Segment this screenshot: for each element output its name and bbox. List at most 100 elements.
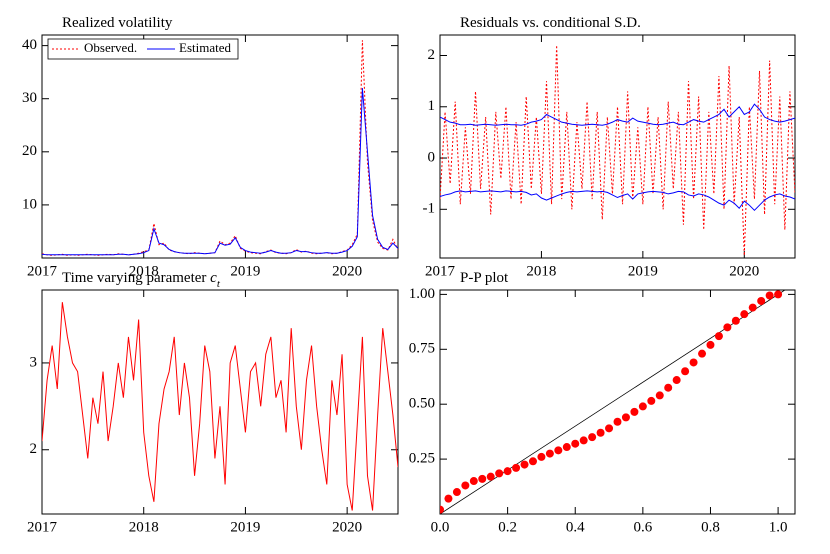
title-text: Residuals vs. conditional S.D. [460,15,641,31]
point [478,474,487,483]
panel-title: Time varying parameter ct [62,270,221,289]
point [469,477,478,486]
point [495,469,504,478]
x-tick-label: 2018 [526,263,556,279]
x-tick-label: 0.2 [498,519,517,535]
panel: Time varying parameter ct 2017 2018 2019 202… [27,270,399,535]
y-tick-label: 0 [428,149,436,165]
x-tick-label: 0.8 [701,519,720,535]
plot-frame [41,34,399,259]
plot-area [440,45,795,256]
point [698,349,707,358]
x-tick-label: 1.0 [769,519,788,535]
x-tick-label: 2020 [332,263,362,279]
y-tick-label: 0.75 [409,341,435,357]
point [571,439,580,448]
y-tick-label: 40 [22,37,37,53]
point [638,402,647,411]
point [512,463,521,472]
panel: Realized volatility 2017 2018 2019 2020 10 20 3… [22,15,399,279]
point [655,391,664,400]
x-tick-label: 2017 [27,263,58,279]
point [579,436,588,445]
y-tick-label: 10 [22,196,37,212]
point [757,296,766,305]
point [528,457,537,466]
series-line [42,40,398,256]
legend-label: Estimated [179,40,231,55]
point [605,424,614,433]
series-line [42,88,398,256]
panel: Residuals vs. conditional S.D.2017 2018 20… [423,15,796,279]
point [545,449,554,458]
point [647,396,656,405]
point [672,376,681,385]
x-tick-label: 0.0 [431,519,450,535]
point [664,383,673,392]
point [731,316,740,325]
point [486,472,495,481]
point [621,413,630,422]
panel-title: P-P plot [460,270,509,286]
point [562,443,571,452]
title-symbol: c [210,270,217,286]
x-tick-label: 2019 [628,263,658,279]
y-tick-label: 2 [30,441,38,457]
x-tick-label: 0.6 [633,519,652,535]
point [723,323,732,332]
point [440,505,444,514]
plot-frame [41,289,399,515]
title-text: Realized volatility [62,15,173,31]
title-text: P-P plot [460,270,509,286]
y-tick-label: 3 [30,354,38,370]
series-line [42,302,398,511]
y-tick-label: 1 [428,98,436,114]
x-tick-label: 0.4 [566,519,585,535]
point [681,367,690,376]
x-tick-label: 2019 [230,263,260,279]
y-tick-label: 1.00 [409,286,435,302]
title-text: Time varying parameter [62,270,206,286]
y-tick-label: 20 [22,143,37,159]
point [740,310,749,319]
point [444,494,453,503]
title-subscript: t [217,278,221,290]
y-tick-label: 2 [428,47,436,63]
series-line [440,45,795,256]
point [503,467,512,476]
point [748,303,757,312]
point [689,358,698,367]
point [520,460,529,469]
y-tick-label: 30 [22,90,37,106]
point [588,433,597,442]
x-tick-label: 2018 [129,263,159,279]
legend-box [47,38,239,60]
y-tick-label: -1 [423,201,436,217]
series-line [440,103,795,126]
x-tick-label: 2020 [729,263,759,279]
point [554,446,563,455]
point [613,417,622,426]
point [774,290,783,299]
plot-frame [439,34,796,259]
x-tick-label: 2017 [27,519,58,535]
point [630,407,639,416]
y-tick-label: 0.25 [409,451,435,467]
panel-title: Realized volatility [62,15,173,31]
plot-area [440,290,786,514]
series-line [440,190,795,212]
point [714,332,723,341]
plot-frame [439,289,796,515]
point [537,452,546,461]
x-tick-label: 2020 [332,519,362,535]
point [452,488,461,497]
point [706,340,715,349]
panel: P-P plot 0.0 0.2 0.4 0.6 0.8 1.0 0.25 0.50 0.75 1.… [409,270,796,535]
x-tick-label: 2017 [425,263,456,279]
plot-area [42,40,398,256]
x-tick-label: 2018 [129,519,159,535]
y-tick-label: 0.50 [409,396,435,412]
point [461,481,470,490]
